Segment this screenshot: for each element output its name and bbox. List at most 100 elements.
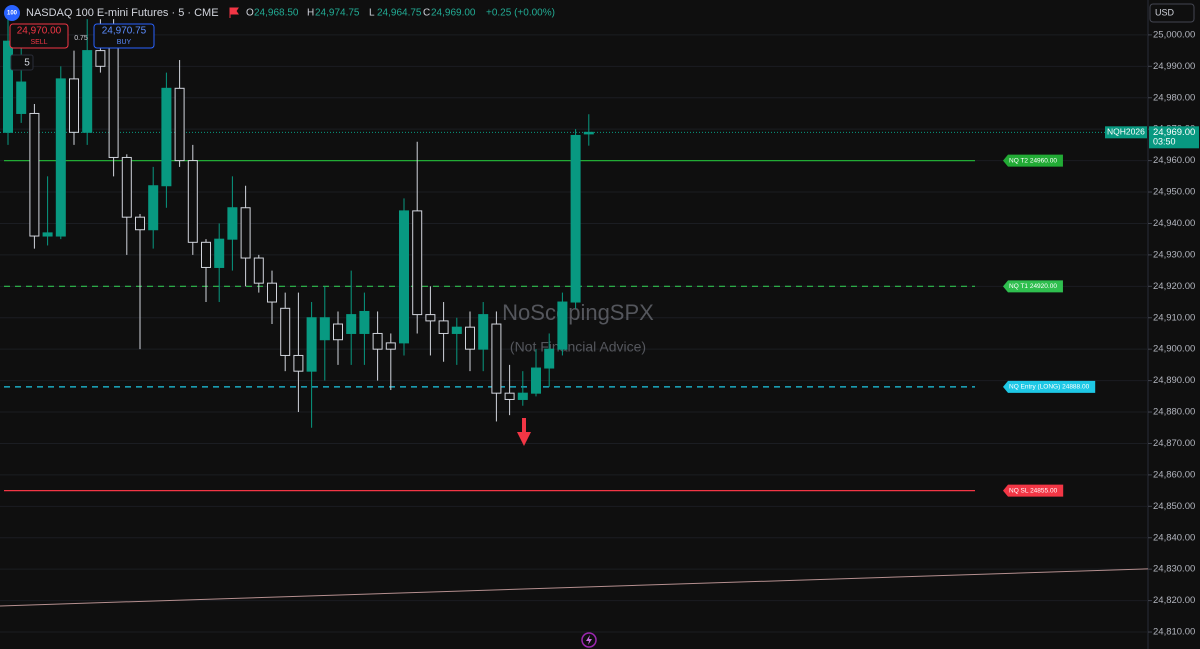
candle-body <box>161 87 172 187</box>
ohlc-value: 24,969.00 <box>431 8 476 19</box>
level-label: NQ T1 24920.00 <box>1009 283 1057 290</box>
candle-body <box>359 310 370 334</box>
buy-button[interactable] <box>93 23 155 49</box>
candle-body <box>201 241 211 268</box>
ticker-label: NQH2026 <box>1107 127 1145 137</box>
currency-box[interactable] <box>1149 3 1195 23</box>
buy-price: 24,970.75 <box>102 26 147 37</box>
candle-body <box>583 131 594 135</box>
candle-body <box>333 323 343 341</box>
candle-body <box>504 392 515 400</box>
candle-body <box>69 78 79 133</box>
lightning-bolt <box>586 635 592 645</box>
ohlc-value: 24,964.75 <box>377 8 422 19</box>
sell-label: SELL <box>30 39 47 46</box>
candle-body <box>240 207 251 259</box>
y-tick-label: 24,960.00 <box>1153 155 1195 166</box>
candle-body <box>517 392 528 400</box>
buy-label: BUY <box>117 39 132 46</box>
last-price-box <box>1149 126 1199 149</box>
symbol-title: NASDAQ 100 E-mini Futures · 5 · CME <box>26 7 219 19</box>
y-tick-label: 24,950.00 <box>1153 187 1195 198</box>
y-tick-label: 24,850.00 <box>1153 501 1195 512</box>
candle-body <box>412 210 423 316</box>
candle-body <box>570 134 581 303</box>
candle-body <box>319 317 330 341</box>
candle-body <box>55 78 66 237</box>
candle-body <box>267 282 277 303</box>
candle-body <box>16 81 27 114</box>
entry-arrow <box>517 418 531 446</box>
ohlc-key: H <box>307 8 314 19</box>
candle-body <box>280 307 291 356</box>
y-tick-label: 24,940.00 <box>1153 218 1195 229</box>
logo-text: 100 <box>7 11 18 17</box>
y-tick-label: 24,980.00 <box>1153 92 1195 103</box>
ohlc: O 24,968.50 H 24,974.75 L 24,964.75 C 24,969.00 <box>246 8 476 19</box>
logo <box>4 5 20 21</box>
candle-body <box>531 367 541 394</box>
candle-body <box>174 87 185 162</box>
candle-body <box>544 348 555 369</box>
candle-body <box>385 342 396 350</box>
level-flag <box>1003 380 1096 393</box>
candle-body <box>148 185 159 231</box>
candle-body <box>425 314 436 322</box>
watermark: NoScopingSPX (Not Financial Advice) <box>502 300 654 355</box>
interval-box[interactable] <box>10 54 34 71</box>
candle-body <box>451 326 462 334</box>
plot: NQ T2 24960.00 NQ T1 24920.00 NQ Entry (LO… <box>0 19 1149 607</box>
level-flag <box>1003 154 1063 167</box>
candle-body <box>187 160 198 243</box>
sell-button[interactable] <box>9 23 69 49</box>
watermark-title: NoScopingSPX <box>502 300 654 325</box>
y-tick-label: 24,820.00 <box>1153 595 1195 606</box>
y-tick-label: 24,910.00 <box>1153 312 1195 323</box>
candle-body <box>478 314 489 350</box>
y-tick-label: 24,920.00 <box>1153 281 1195 292</box>
watermark-subtitle: (Not Financial Advice) <box>510 339 646 355</box>
level-label: NQ T2 24960.00 <box>1009 157 1057 164</box>
spread: 0.75 <box>74 35 88 42</box>
y-tick-label: 24,870.00 <box>1153 438 1195 449</box>
interval: 5 <box>24 58 30 69</box>
candle-body <box>399 210 409 344</box>
candle-body <box>465 326 475 350</box>
y-tick-label: 24,880.00 <box>1153 407 1195 418</box>
y-tick-label: 24,900.00 <box>1153 344 1195 355</box>
currency: USD <box>1155 7 1175 17</box>
candle-body <box>108 34 119 158</box>
y-tick-label: 24,860.00 <box>1153 469 1195 480</box>
level-flag <box>1003 484 1064 497</box>
candle-body <box>293 354 304 372</box>
ohlc-value: 24,974.75 <box>315 8 360 19</box>
candle-body <box>29 112 40 237</box>
ohlc-key: L <box>369 8 375 19</box>
y-tick-label: 24,830.00 <box>1153 564 1195 575</box>
candle-body <box>214 238 225 268</box>
ticker-box <box>1105 126 1147 139</box>
candle-body <box>82 50 93 133</box>
y-tick-label: 24,890.00 <box>1153 375 1195 386</box>
candle-body <box>253 257 264 284</box>
flag-icon[interactable] <box>229 7 239 18</box>
candle-body <box>227 207 238 240</box>
y-tick-label: 24,930.00 <box>1153 249 1195 260</box>
y-tick-label: 24,990.00 <box>1153 61 1195 72</box>
y-tick-label: 24,840.00 <box>1153 532 1195 543</box>
candle-body <box>42 232 53 237</box>
candle-body <box>306 317 317 372</box>
candle-body <box>135 216 145 231</box>
lightning-icon[interactable] <box>581 632 597 648</box>
level-label: NQ SL 24855.00 <box>1009 487 1058 494</box>
candle-body <box>491 323 502 394</box>
level-flag <box>1003 280 1063 293</box>
last-price-label: 24,969.00 <box>1153 127 1195 138</box>
candle-body <box>557 301 568 350</box>
candle-body <box>121 156 132 218</box>
y-tick-label: 24,810.00 <box>1153 627 1195 638</box>
ohlc-value: 24,968.50 <box>254 8 299 19</box>
